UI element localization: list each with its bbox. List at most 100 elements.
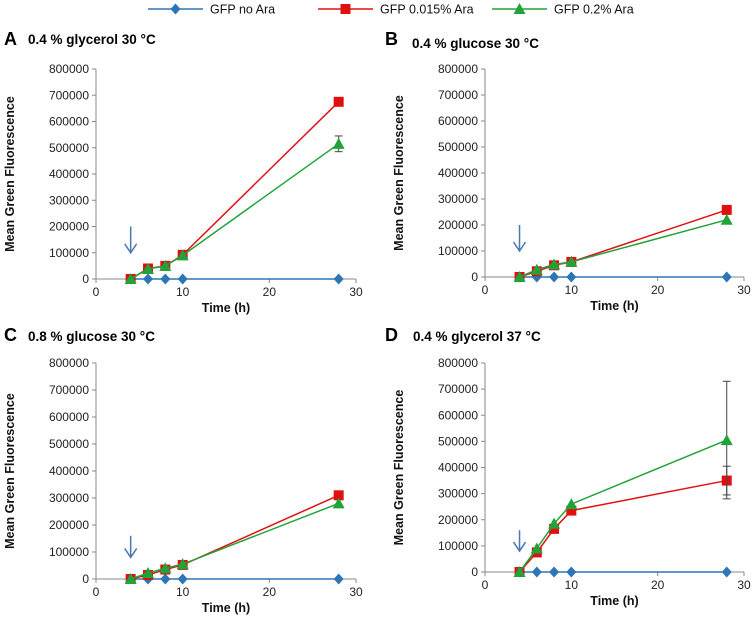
data-point bbox=[530, 542, 543, 554]
panel-title: 0.8 % glucose 30 °C bbox=[28, 329, 155, 344]
panel-letter: C bbox=[4, 325, 17, 345]
data-point bbox=[160, 273, 171, 285]
data-point bbox=[176, 558, 189, 570]
y-tick-label: 600000 bbox=[438, 408, 478, 422]
y-tick-label: 400000 bbox=[49, 167, 89, 181]
legend-label: GFP 0.015% Ara bbox=[380, 3, 474, 17]
y-tick-label: 400000 bbox=[438, 166, 478, 180]
y-tick-label: 200000 bbox=[49, 220, 89, 234]
data-point bbox=[159, 562, 172, 574]
data-point bbox=[177, 273, 188, 285]
induction-arrowhead bbox=[124, 243, 138, 255]
data-point bbox=[142, 567, 154, 579]
y-tick-label: 200000 bbox=[438, 513, 478, 527]
panels: A 0.4 % glycerol 30 °C0100000200000300000… bbox=[3, 29, 751, 615]
data-point bbox=[565, 498, 578, 510]
data-point bbox=[332, 497, 345, 509]
data-point bbox=[549, 523, 560, 534]
legend-label: GFP 0.2% Ara bbox=[554, 3, 634, 17]
y-tick-label: 500000 bbox=[438, 140, 478, 154]
panel-title: 0.4 % glycerol 37 °C bbox=[413, 329, 541, 344]
data-point bbox=[566, 566, 577, 578]
y-tick-label: 100000 bbox=[49, 246, 89, 260]
series-triangle bbox=[513, 380, 733, 577]
x-tick-label: 30 bbox=[737, 283, 751, 297]
data-point bbox=[333, 490, 344, 501]
y-tick-label: 800000 bbox=[49, 62, 89, 76]
data-point bbox=[513, 271, 526, 282]
x-axis-title: Time (h) bbox=[202, 301, 250, 315]
y-tick-label: 400000 bbox=[49, 464, 89, 478]
y-axis-title: Mean Green Fluorescence bbox=[3, 96, 17, 252]
data-point bbox=[143, 273, 153, 285]
y-tick-label: 500000 bbox=[438, 434, 478, 448]
y-tick-label: 500000 bbox=[49, 437, 89, 451]
y-tick-label: 200000 bbox=[438, 218, 478, 232]
panel-C: C 0.8 % glucose 30 °C 0 100000 200000 300000 4… bbox=[3, 325, 363, 615]
x-axis-title: Time (h) bbox=[202, 601, 250, 615]
series-diamond bbox=[125, 573, 344, 585]
series-square bbox=[125, 96, 344, 284]
data-point bbox=[721, 271, 732, 283]
series-diamond bbox=[514, 566, 732, 578]
series-triangle bbox=[124, 497, 345, 584]
legend-item: GFP no Ara bbox=[148, 3, 275, 17]
data-point bbox=[513, 566, 526, 577]
legend-label: GFP no Ara bbox=[210, 3, 275, 17]
data-point bbox=[159, 259, 172, 271]
series-diamond bbox=[514, 271, 732, 283]
y-tick-label: 600000 bbox=[438, 114, 478, 128]
data-point bbox=[548, 517, 561, 529]
x-axis-title: Time (h) bbox=[590, 299, 638, 313]
data-point bbox=[531, 566, 542, 578]
legend-marker bbox=[170, 3, 181, 15]
data-point bbox=[333, 573, 344, 585]
y-tick-label: 100000 bbox=[438, 244, 478, 258]
data-point bbox=[124, 273, 137, 284]
induction-arrowhead bbox=[512, 541, 527, 553]
y-tick-label: 700000 bbox=[49, 88, 89, 102]
y-tick-label: 800000 bbox=[49, 356, 89, 370]
data-point bbox=[333, 96, 344, 107]
y-tick-label: 600000 bbox=[49, 410, 89, 424]
legend-marker bbox=[513, 3, 526, 14]
y-tick-label: 0 bbox=[471, 565, 478, 579]
x-tick-label: 0 bbox=[93, 285, 100, 299]
x-tick-label: 0 bbox=[482, 578, 489, 592]
y-tick-label: 700000 bbox=[438, 88, 478, 102]
y-tick-label: 300000 bbox=[49, 193, 89, 207]
x-tick-label: 20 bbox=[263, 285, 277, 299]
induction-arrowhead bbox=[512, 241, 527, 253]
y-axis-title: Mean Green Fluorescence bbox=[392, 390, 406, 546]
x-tick-label: 0 bbox=[93, 585, 100, 599]
data-point bbox=[720, 213, 733, 225]
panel-title: 0.4 % glucose 30 °C bbox=[412, 36, 539, 51]
series-triangle bbox=[124, 135, 345, 284]
y-tick-label: 200000 bbox=[49, 518, 89, 532]
x-tick-label: 10 bbox=[565, 578, 579, 592]
data-point bbox=[549, 271, 560, 283]
series-line bbox=[130, 101, 340, 280]
y-axis-title: Mean Green Fluorescence bbox=[392, 95, 406, 251]
series-square bbox=[514, 204, 732, 282]
panel-letter: D bbox=[385, 325, 398, 345]
x-tick-label: 30 bbox=[349, 585, 363, 599]
y-tick-label: 300000 bbox=[438, 487, 478, 501]
y-tick-label: 0 bbox=[82, 572, 89, 586]
data-point bbox=[333, 273, 344, 285]
x-tick-label: 10 bbox=[176, 585, 190, 599]
y-tick-label: 800000 bbox=[438, 356, 478, 370]
data-point bbox=[530, 263, 543, 275]
series-line bbox=[130, 143, 340, 280]
legend-marker bbox=[340, 4, 351, 14]
data-point bbox=[566, 505, 577, 516]
y-tick-label: 700000 bbox=[438, 382, 478, 396]
panel-letter: B bbox=[385, 29, 398, 49]
x-tick-label: 20 bbox=[651, 578, 665, 592]
data-point bbox=[176, 249, 189, 261]
y-tick-label: 0 bbox=[471, 270, 478, 284]
x-tick-label: 10 bbox=[565, 283, 579, 297]
x-tick-label: 30 bbox=[349, 285, 363, 299]
legend-item: GFP 0.015% Ara bbox=[318, 3, 474, 17]
